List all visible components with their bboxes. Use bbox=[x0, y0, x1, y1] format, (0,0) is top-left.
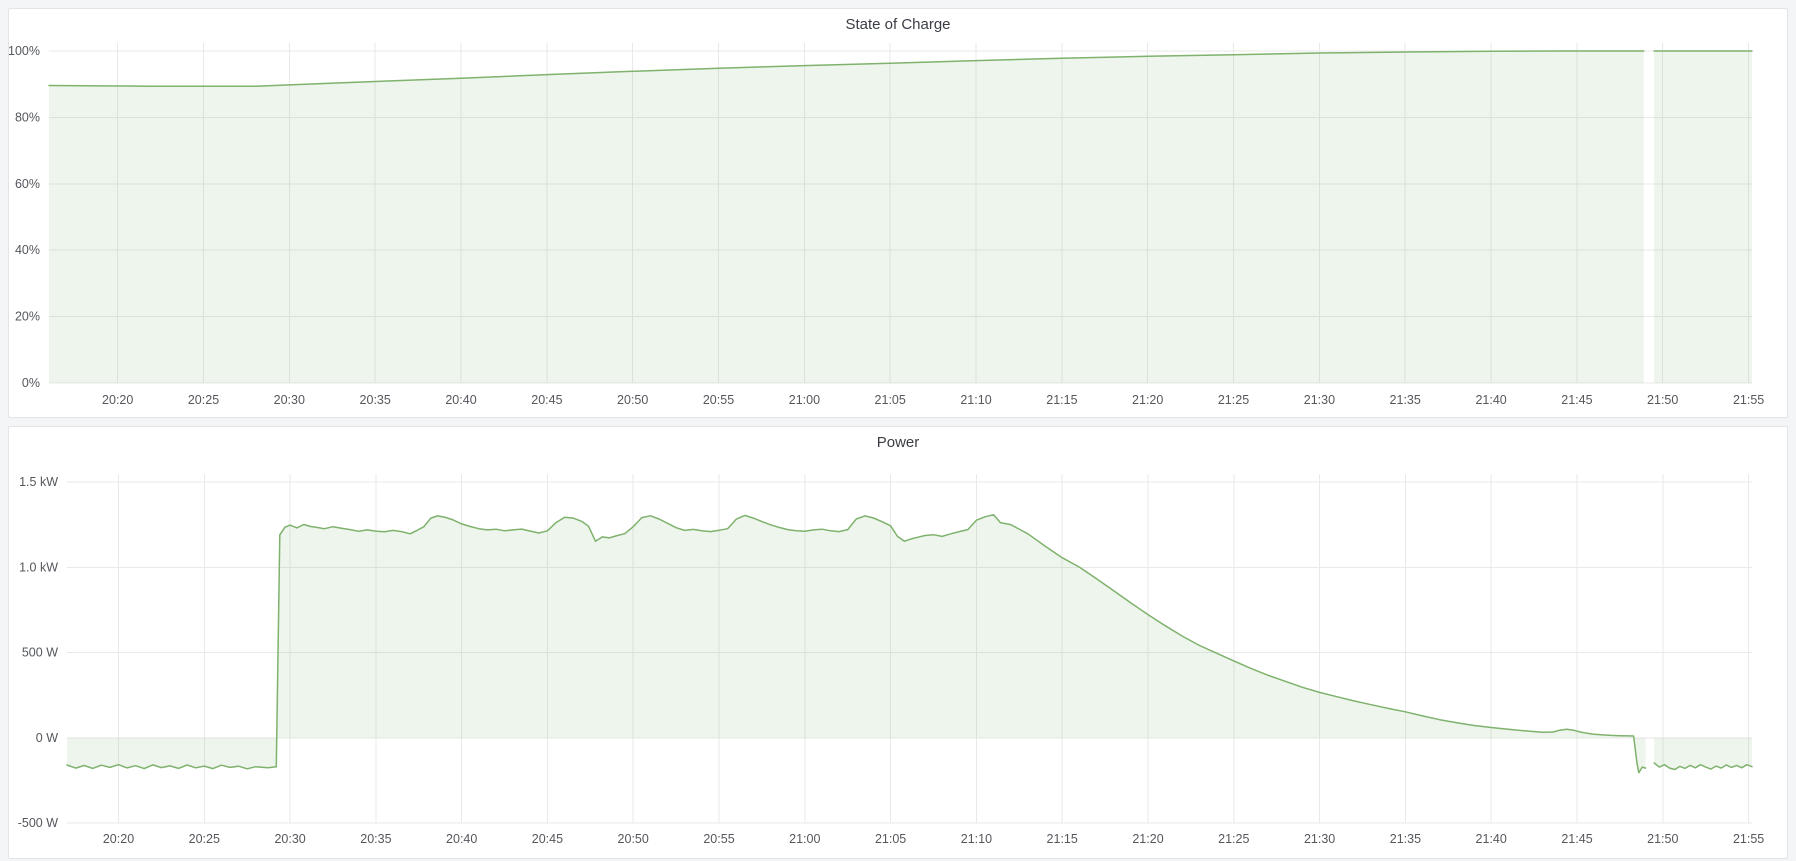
x-tick-label: 20:25 bbox=[188, 393, 219, 407]
x-tick-label: 20:35 bbox=[360, 832, 391, 846]
soc-series-fill bbox=[1654, 51, 1752, 383]
power-series-fill bbox=[67, 514, 1646, 773]
y-tick-label: 40% bbox=[15, 243, 40, 257]
power-series-line bbox=[1653, 762, 1753, 771]
x-tick-label: 20:20 bbox=[103, 832, 134, 846]
x-tick-label: 21:15 bbox=[1047, 832, 1078, 846]
x-tick-label: 21:50 bbox=[1647, 393, 1678, 407]
x-tick-label: 20:30 bbox=[274, 832, 305, 846]
x-tick-label: 21:45 bbox=[1561, 832, 1592, 846]
y-tick-label: 1.0 kW bbox=[19, 560, 58, 574]
y-tick-label: 1.5 kW bbox=[19, 475, 58, 489]
state-of-charge-chart: 20:20 20:25 20:30 20:35 20:40 20:45 20:50 20:55… bbox=[9, 43, 1764, 407]
x-tick-label: 21:40 bbox=[1475, 393, 1506, 407]
x-tick-label: 21:35 bbox=[1390, 393, 1421, 407]
x-tick-label: 21:25 bbox=[1218, 393, 1249, 407]
x-tick-label: 20:20 bbox=[102, 393, 133, 407]
y-tick-label: 100% bbox=[9, 44, 40, 58]
power-series-fill bbox=[1654, 737, 1752, 770]
y-tick-label: 80% bbox=[15, 110, 40, 124]
y-tick-label: 0 W bbox=[36, 731, 58, 745]
x-tick-label: 20:55 bbox=[703, 832, 734, 846]
x-tick-label: 21:40 bbox=[1476, 832, 1507, 846]
x-tick-label: 20:55 bbox=[703, 393, 734, 407]
x-tick-label: 20:40 bbox=[445, 393, 476, 407]
x-tick-label: 21:05 bbox=[875, 393, 906, 407]
x-tick-label: 21:30 bbox=[1304, 832, 1335, 846]
x-tick-label: 21:00 bbox=[789, 393, 820, 407]
panel-title-state-of-charge[interactable]: State of Charge bbox=[845, 16, 951, 33]
x-tick-label: 21:20 bbox=[1132, 832, 1163, 846]
x-tick-label: 21:00 bbox=[789, 832, 820, 846]
state-of-charge-panel: State of Charge 20:20 20:25 20:30 20:35 20:4… bbox=[8, 8, 1788, 418]
x-tick-label: 21:50 bbox=[1647, 832, 1678, 846]
x-tick-label: 21:15 bbox=[1046, 393, 1077, 407]
x-tick-label: 20:45 bbox=[532, 832, 563, 846]
x-tick-label: 21:20 bbox=[1132, 393, 1163, 407]
x-tick-label: 21:55 bbox=[1733, 393, 1764, 407]
x-tick-label: 20:35 bbox=[360, 393, 391, 407]
x-tick-label: 21:45 bbox=[1561, 393, 1592, 407]
x-tick-label: 21:10 bbox=[960, 393, 991, 407]
y-tick-label: 20% bbox=[15, 310, 40, 324]
x-tick-label: 21:30 bbox=[1304, 393, 1335, 407]
x-tick-label: 20:25 bbox=[189, 832, 220, 846]
power-panel: Power 20:20 20:25 20:30 20:35 20:40 20:45 20:5… bbox=[8, 426, 1788, 859]
y-tick-label: -500 W bbox=[18, 816, 58, 830]
x-tick-label: 21:05 bbox=[875, 832, 906, 846]
x-tick-label: 20:45 bbox=[531, 393, 562, 407]
y-tick-label: 60% bbox=[15, 177, 40, 191]
power-plot-area[interactable] bbox=[67, 474, 1752, 823]
x-tick-label: 21:10 bbox=[961, 832, 992, 846]
x-tick-label: 21:55 bbox=[1733, 832, 1764, 846]
soc-plot-area[interactable] bbox=[49, 43, 1752, 383]
x-tick-label: 20:30 bbox=[274, 393, 305, 407]
x-tick-label: 21:25 bbox=[1218, 832, 1249, 846]
soc-series-line bbox=[48, 50, 1645, 87]
x-tick-label: 20:50 bbox=[617, 393, 648, 407]
x-tick-label: 20:50 bbox=[618, 832, 649, 846]
power-chart: 20:20 20:25 20:30 20:35 20:40 20:45 20:50 20:55… bbox=[18, 474, 1764, 846]
x-tick-label: 21:35 bbox=[1390, 832, 1421, 846]
y-tick-label: 0% bbox=[22, 376, 40, 390]
panel-title-power[interactable]: Power bbox=[876, 434, 920, 451]
soc-series-fill bbox=[49, 51, 1644, 383]
x-tick-label: 20:40 bbox=[446, 832, 477, 846]
power-series-line bbox=[66, 513, 1647, 774]
y-tick-label: 500 W bbox=[22, 646, 58, 660]
